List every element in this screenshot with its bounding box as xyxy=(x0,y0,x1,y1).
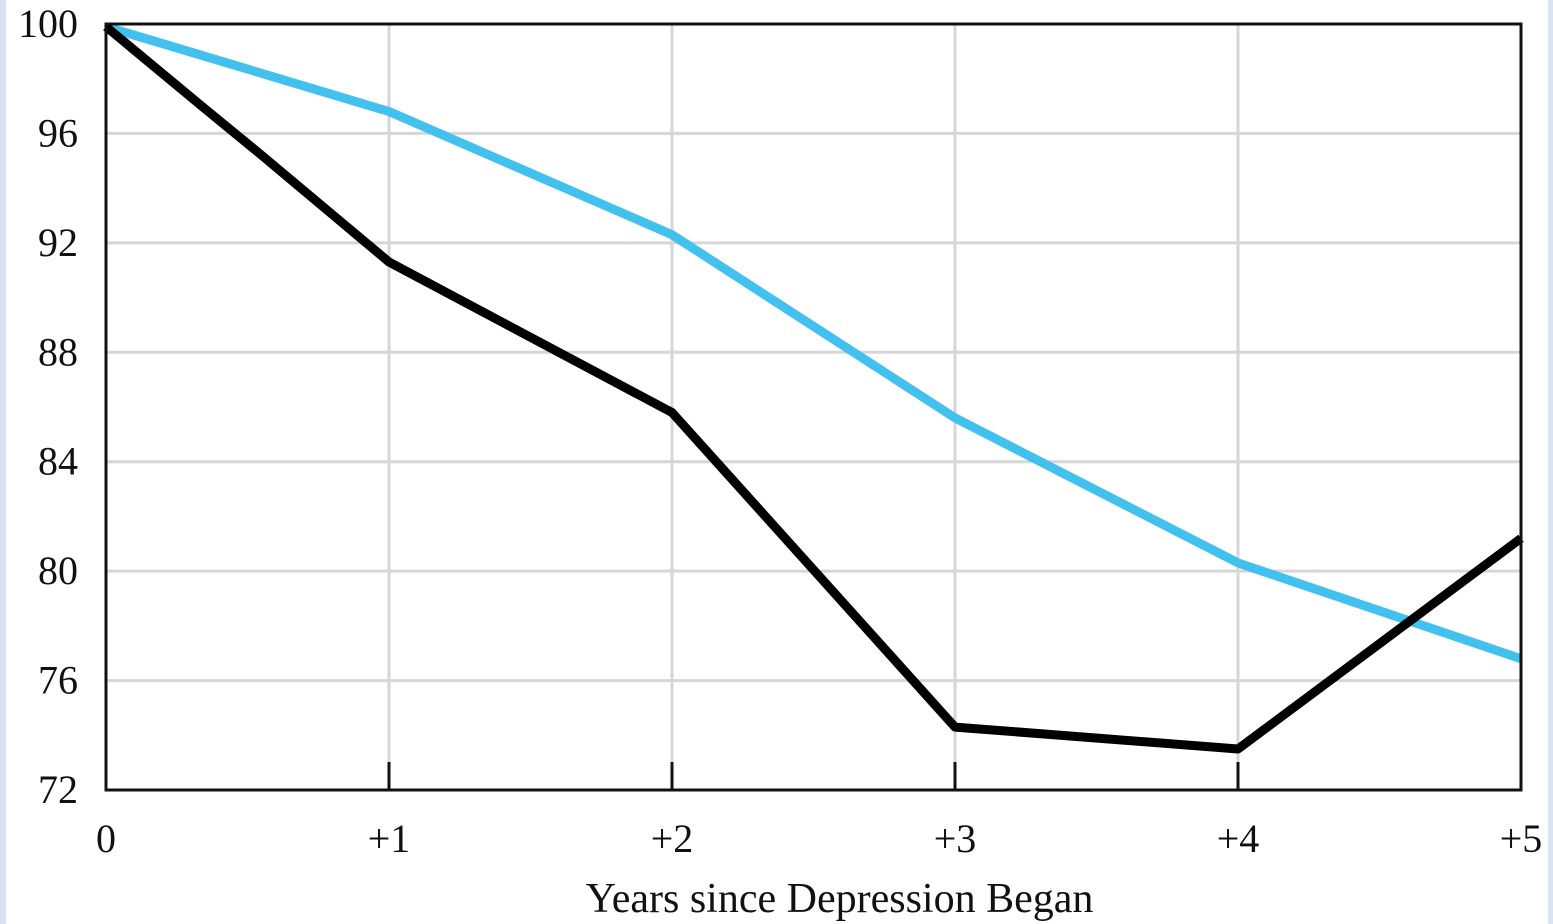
y-tick-label: 88 xyxy=(38,329,78,374)
left-border-strip xyxy=(0,0,6,924)
right-border-strip xyxy=(1548,0,1553,924)
x-tick-label: +5 xyxy=(1500,816,1543,861)
x-axis-title: Years since Depression Began xyxy=(586,876,1094,922)
series-lines xyxy=(103,22,1524,754)
y-axis-tick-labels: 72 76 80 84 88 92 96 100 xyxy=(18,1,78,812)
series-line-2 xyxy=(103,23,1524,754)
grid xyxy=(106,24,1521,790)
y-tick-label: 96 xyxy=(38,110,78,155)
series-line-1 xyxy=(104,22,1523,663)
x-tick-label: +1 xyxy=(368,816,411,861)
x-tick-label: +3 xyxy=(934,816,977,861)
y-tick-label: 76 xyxy=(38,658,78,703)
y-tick-label: 92 xyxy=(38,220,78,265)
y-tick-label: 84 xyxy=(38,439,78,484)
x-tick-label: +2 xyxy=(651,816,694,861)
plot-area-border xyxy=(104,22,1523,792)
x-tick-label: +4 xyxy=(1217,816,1260,861)
y-tick-label: 72 xyxy=(38,767,78,812)
x-tick-label: 0 xyxy=(96,816,116,861)
x-axis-tick-labels: 0 +1 +2 +3 +4 +5 xyxy=(96,816,1542,861)
y-tick-label: 100 xyxy=(18,1,78,46)
y-tick-label: 80 xyxy=(38,548,78,593)
x-axis-ticks xyxy=(387,762,1240,790)
